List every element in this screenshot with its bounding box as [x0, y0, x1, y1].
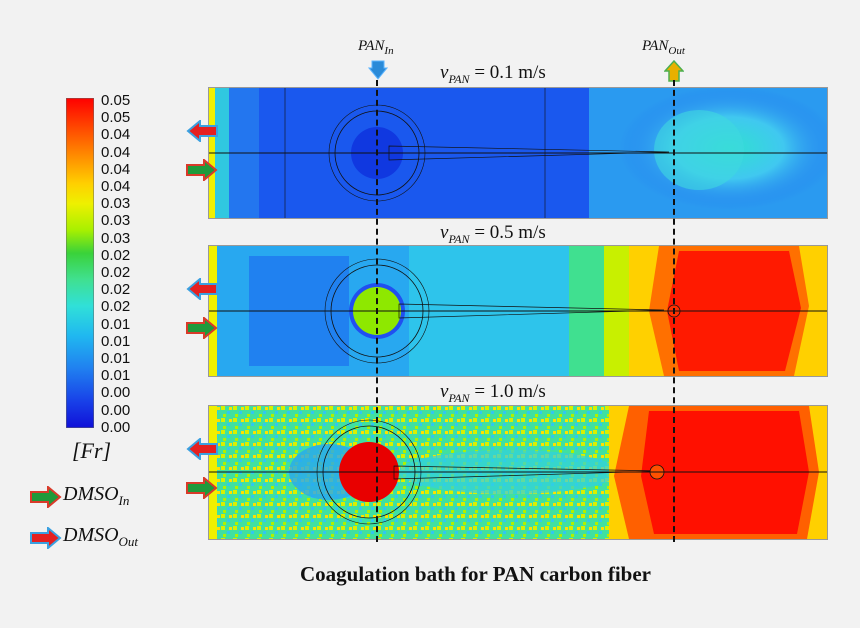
colorbar-tick-label: 0.02	[101, 246, 131, 264]
inlet-sub: In	[118, 493, 130, 508]
legend-outlet: DMSOOut	[30, 524, 210, 552]
colorbar-tick-label: 0.04	[101, 143, 131, 161]
contour-panel-1	[208, 87, 828, 219]
colorbar-tick-label: 0.01	[101, 332, 131, 350]
colorbar-tick-label: 0.00	[101, 384, 131, 402]
colorbar-tick-label: 0.01	[101, 315, 131, 333]
colorbar-unit-label: [Fr]	[72, 438, 112, 463]
inlet-arrow-icon	[186, 159, 218, 181]
pan-in-dashed-line	[376, 80, 378, 542]
colorbar-tick-label: 0.02	[101, 298, 131, 316]
contour-panel-3	[208, 405, 828, 540]
outlet-arrow-icon	[186, 278, 218, 300]
outlet-label: DMSO	[63, 524, 119, 546]
colorbar-tick-label: 0.05	[101, 92, 131, 109]
pan-in-down-arrow-icon	[368, 60, 388, 80]
colorbar-tick-label: 0.04	[101, 160, 131, 178]
colorbar-tick-label: 0.00	[101, 401, 131, 419]
outlet-arrow-icon	[186, 120, 218, 142]
pan-out-up-arrow-icon	[664, 60, 684, 82]
figure-caption: Coagulation bath for PAN carbon fiber	[300, 562, 651, 586]
colorbar-tick-label: 0.01	[101, 350, 131, 367]
velocity-label-3: vPAN = 1.0 m/s	[440, 381, 546, 405]
outlet-arrow-icon	[30, 527, 62, 549]
colorbar-tick-label: 0.05	[101, 109, 131, 127]
pan-out-label: PANOut	[642, 38, 685, 57]
velocity-label-2: vPAN = 0.5 m/s	[440, 222, 546, 246]
colorbar-tick-label: 0.03	[101, 229, 131, 247]
legend-inlet: DMSOIn	[30, 483, 210, 511]
colorbar-tick-label: 0.04	[101, 126, 131, 144]
colorbar-tick-label: 0.02	[101, 281, 131, 299]
velocity-label-1: vPAN = 0.1 m/s	[440, 62, 546, 86]
contour-panel-2	[208, 245, 828, 377]
pan-out-dashed-line	[673, 80, 675, 542]
outlet-arrow-icon	[186, 438, 218, 460]
pan-in-label: PANIn	[358, 38, 394, 57]
colorbar-tick-label: 0.00	[101, 418, 131, 436]
colorbar-tick-label: 0.04	[101, 178, 131, 195]
outlet-sub: Out	[118, 534, 139, 549]
colorbar	[66, 98, 94, 428]
colorbar-tick-label: 0.02	[101, 264, 131, 281]
inlet-arrow-icon	[186, 317, 218, 339]
inlet-label: DMSO	[63, 483, 119, 505]
colorbar-tick-label: 0.01	[101, 367, 131, 385]
inlet-arrow-icon	[186, 477, 218, 499]
colorbar-tick-label: 0.03	[101, 212, 131, 230]
colorbar-gradient	[66, 98, 94, 428]
inlet-arrow-icon	[30, 486, 62, 508]
colorbar-tick-label: 0.03	[101, 195, 131, 213]
